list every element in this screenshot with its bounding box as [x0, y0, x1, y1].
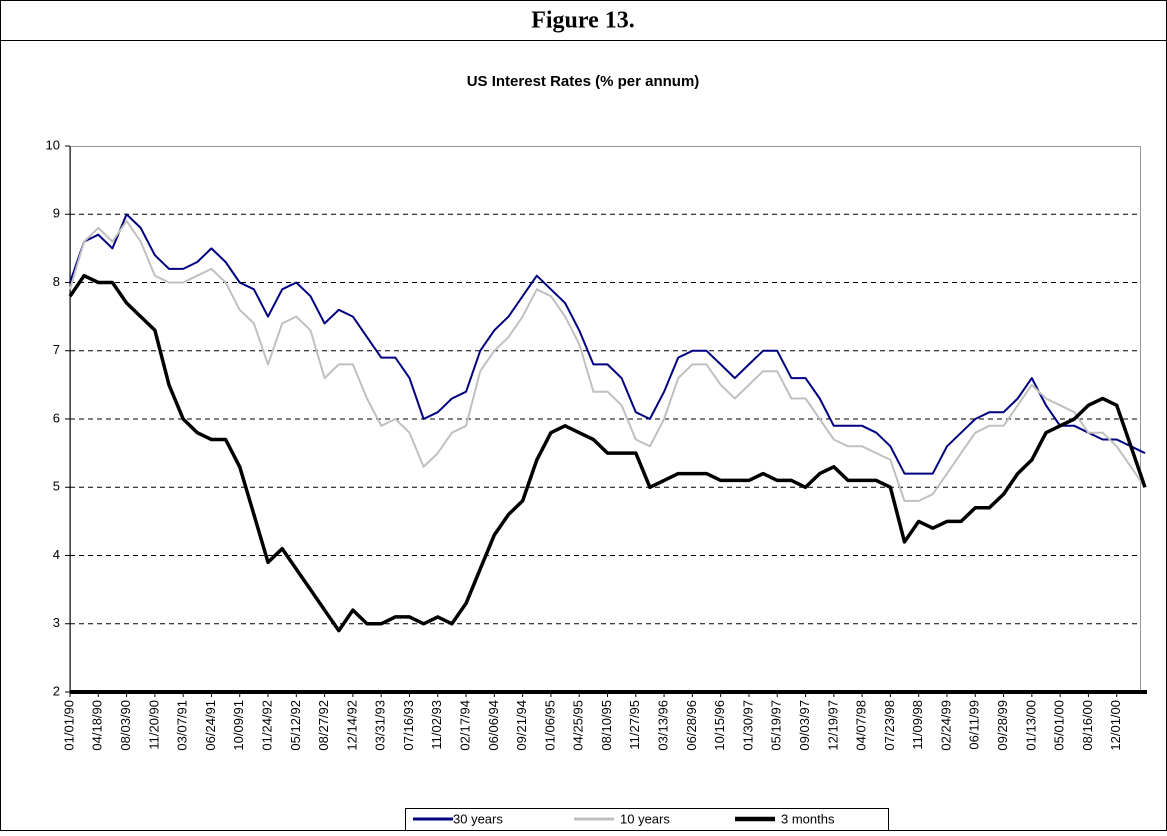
y-tick-label: 8 [53, 274, 60, 289]
legend-label: 3 months [781, 811, 835, 826]
x-tick-label: 08/10/95 [599, 700, 614, 751]
series-line [69, 213, 1146, 475]
x-tick-label: 01/30/97 [740, 700, 755, 751]
x-tick-label: 04/25/95 [571, 700, 586, 751]
y-tick-label: 5 [53, 479, 60, 494]
y-tick-label: 9 [53, 206, 60, 221]
x-tick-label: 12/19/97 [825, 700, 840, 751]
legend-label: 10 years [620, 811, 670, 826]
x-tick-label: 05/01/00 [1052, 700, 1067, 751]
x-tick-label: 02/24/99 [938, 700, 953, 751]
x-tick-label: 12/14/92 [344, 700, 359, 751]
x-tick-label: 06/24/91 [203, 700, 218, 751]
chart-title: US Interest Rates (% per annum) [467, 73, 700, 90]
y-tick-label: 6 [53, 410, 60, 425]
y-tick-label: 10 [46, 137, 60, 152]
x-tick-label: 04/07/98 [854, 700, 869, 751]
x-tick-label: 01/06/95 [542, 700, 557, 751]
series-line [69, 220, 1146, 502]
x-tick-label: 08/16/00 [1080, 700, 1095, 751]
x-tick-label: 09/28/99 [995, 700, 1010, 751]
x-tick-label: 05/19/97 [769, 700, 784, 751]
x-tick-label: 09/03/97 [797, 700, 812, 751]
figure-label: Figure 13. [531, 8, 635, 34]
x-tick-label: 06/28/96 [684, 700, 699, 751]
x-tick-label: 08/03/90 [118, 700, 133, 751]
x-tick-label: 11/02/93 [429, 700, 444, 750]
x-tick-label: 11/09/98 [910, 700, 925, 750]
x-tick-label: 05/12/92 [288, 700, 303, 751]
x-tick-label: 07/23/98 [882, 700, 897, 751]
x-tick-label: 01/24/92 [259, 700, 274, 751]
legend-label: 30 years [453, 811, 503, 826]
x-tick-label: 08/27/92 [316, 700, 331, 751]
x-tick-label: 03/13/96 [656, 700, 671, 751]
series-line [68, 273, 1147, 633]
x-tick-label: 12/01/00 [1108, 700, 1123, 751]
y-tick-label: 4 [53, 547, 60, 562]
x-tick-label: 01/13/00 [1023, 700, 1038, 751]
x-tick-label: 02/17/94 [457, 700, 472, 751]
x-tick-label: 10/09/91 [231, 700, 246, 751]
x-tick-label: 03/07/91 [175, 700, 190, 751]
x-tick-label: 07/16/93 [401, 700, 416, 751]
x-tick-label: 11/20/90 [146, 700, 161, 750]
x-tick-label: 06/11/99 [967, 700, 982, 750]
x-tick-label: 11/27/95 [627, 700, 642, 750]
x-tick-label: 04/18/90 [90, 700, 105, 751]
x-tick-label: 03/31/93 [373, 700, 388, 751]
y-tick-label: 7 [53, 342, 60, 357]
x-tick-label: 06/06/94 [486, 700, 501, 751]
y-tick-label: 2 [53, 683, 60, 698]
x-tick-label: 10/15/96 [712, 700, 727, 751]
x-tick-label: 01/01/90 [61, 700, 76, 751]
y-tick-label: 3 [53, 615, 60, 630]
x-tick-label: 09/21/94 [514, 700, 529, 751]
